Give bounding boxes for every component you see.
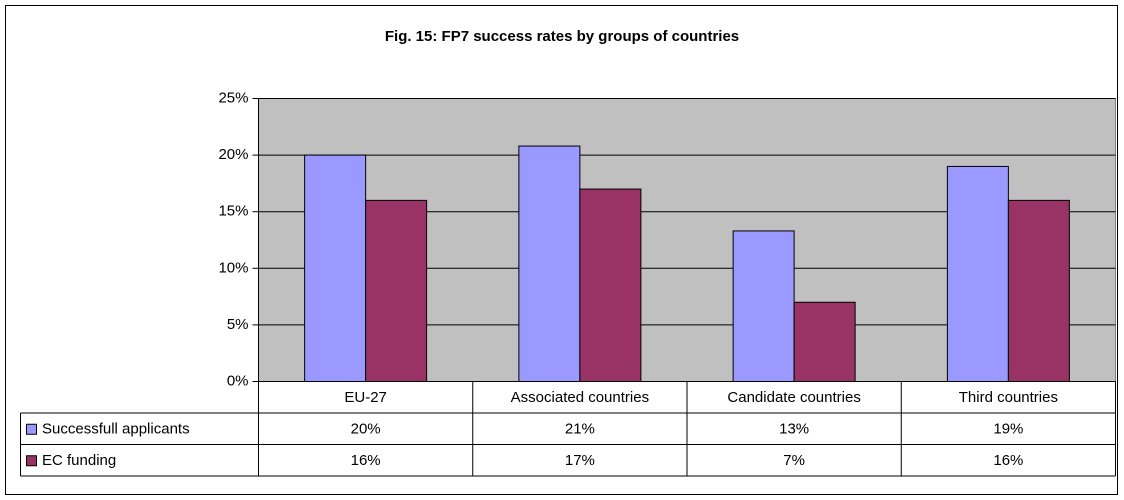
legend-label: EC funding <box>42 452 116 469</box>
table-value: 21% <box>565 421 595 438</box>
table-value: 16% <box>993 452 1023 469</box>
x-tick-label: Third countries <box>959 389 1058 406</box>
legend-label: Successfull applicants <box>42 421 190 438</box>
legend-key <box>26 423 37 435</box>
bar <box>518 145 581 382</box>
table-value: 19% <box>993 421 1023 438</box>
y-tick-label: 20% <box>218 146 248 163</box>
x-tick-label: EU-27 <box>344 389 387 406</box>
bar <box>793 301 856 383</box>
y-tick-label: 25% <box>218 89 248 106</box>
bar <box>365 199 428 382</box>
table-value: 20% <box>351 421 381 438</box>
y-tick-label: 0% <box>227 372 249 389</box>
table-value: 17% <box>565 452 595 469</box>
x-tick-label: Candidate countries <box>727 389 860 406</box>
legend-key <box>26 455 37 467</box>
bar <box>946 165 1009 382</box>
chart-title: Fig. 15: FP7 success rates by groups of … <box>385 28 739 45</box>
bar <box>304 154 367 382</box>
table-value: 7% <box>783 452 805 469</box>
x-tick-label: Associated countries <box>511 389 649 406</box>
y-tick-label: 15% <box>218 203 248 220</box>
y-tick-label: 5% <box>227 316 249 333</box>
bar <box>579 188 642 382</box>
bar <box>1007 199 1070 382</box>
bar <box>732 230 795 382</box>
table-value: 13% <box>779 421 809 438</box>
table-value: 16% <box>351 452 381 469</box>
y-tick-label: 10% <box>218 259 248 276</box>
